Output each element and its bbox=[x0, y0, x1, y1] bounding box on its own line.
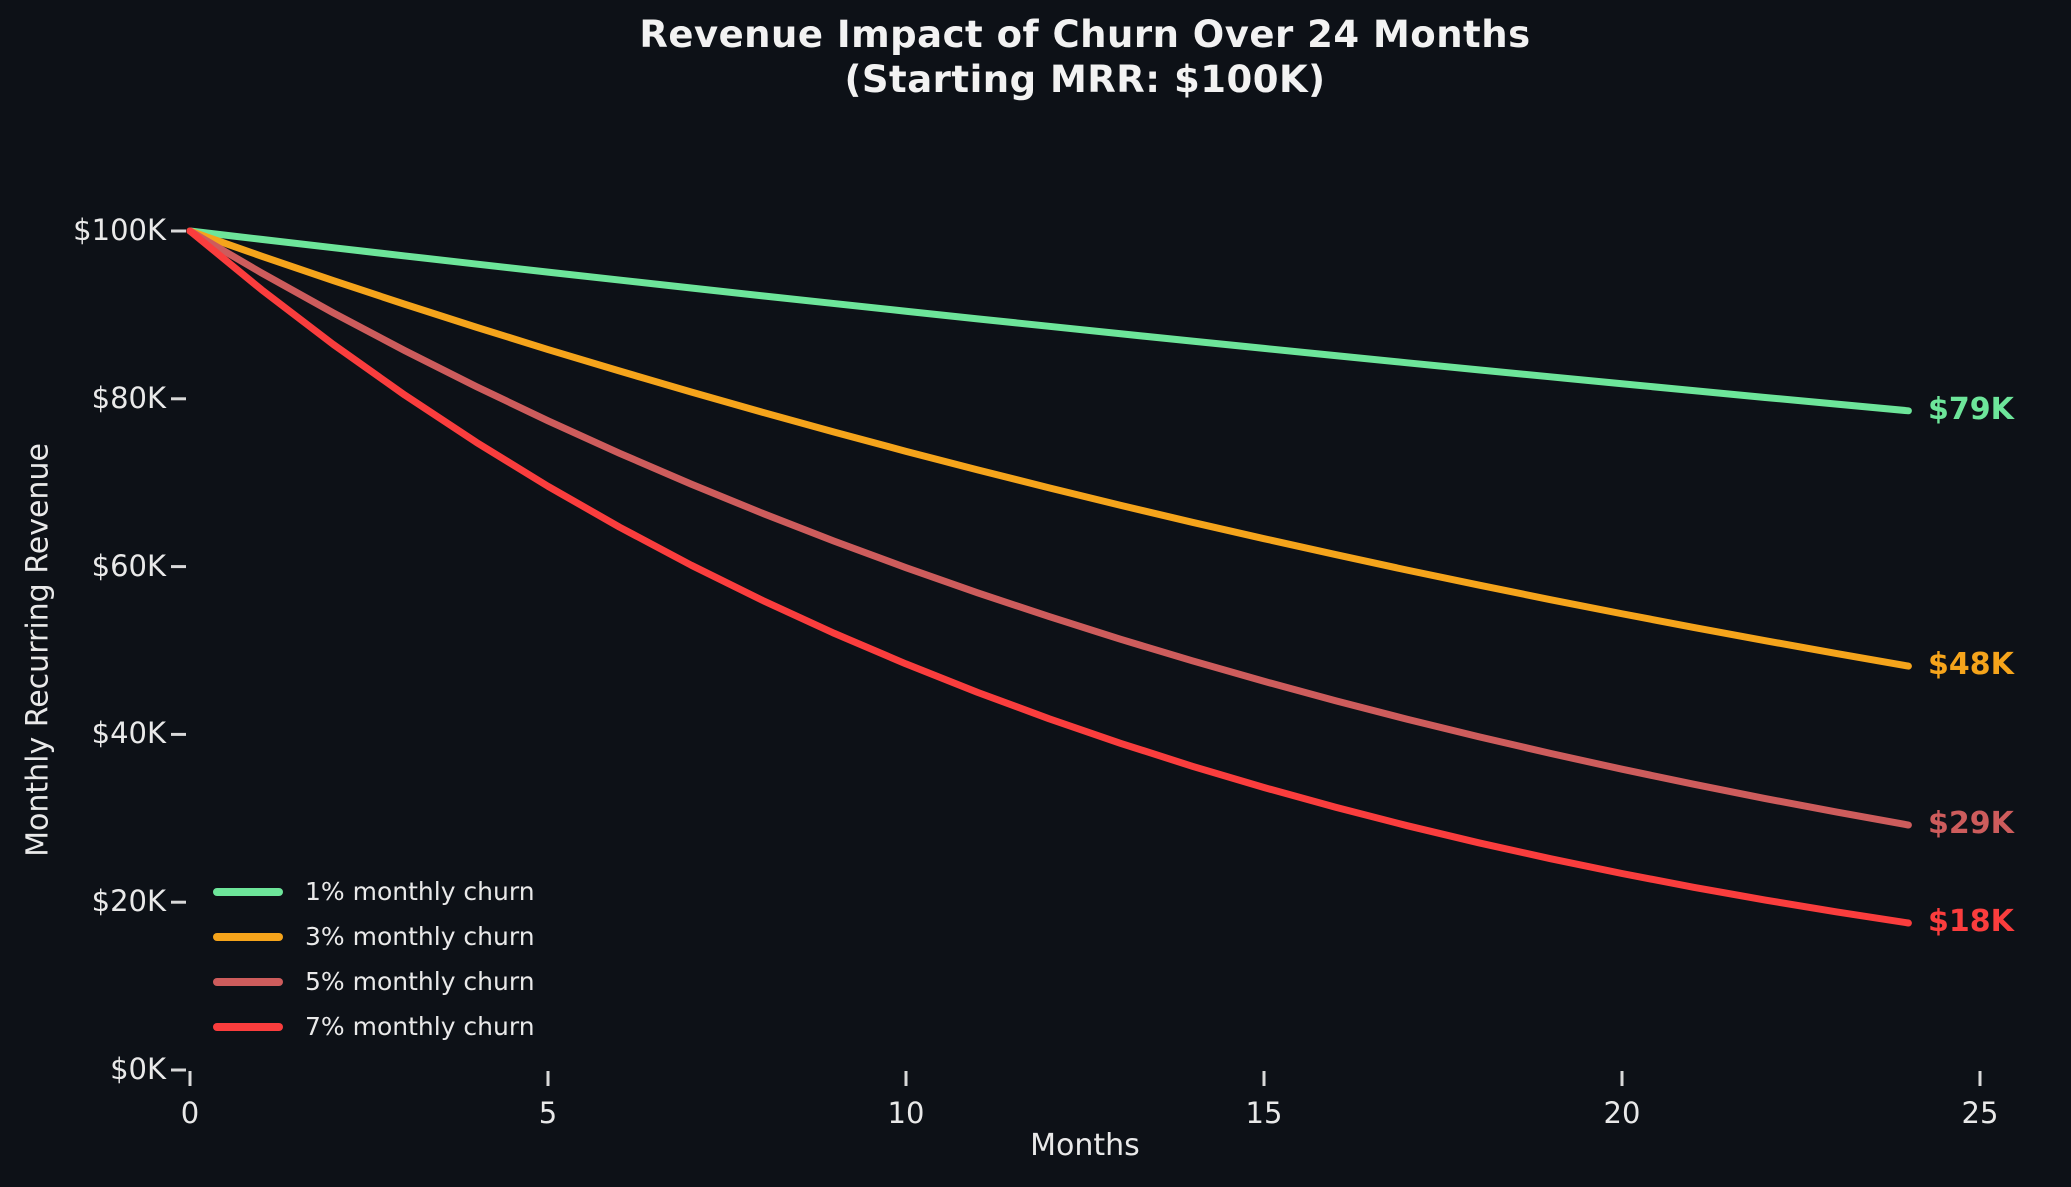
y-tick-label: $40K bbox=[91, 716, 166, 751]
chart-title-line1: Revenue Impact of Churn Over 24 Months bbox=[639, 13, 1531, 56]
legend-line-swatch bbox=[213, 1022, 283, 1031]
x-tick-label: 0 bbox=[180, 1096, 200, 1130]
x-tick-label: 5 bbox=[538, 1096, 558, 1130]
x-tick-label: 25 bbox=[1961, 1096, 1999, 1130]
legend-label: 1% monthly churn bbox=[305, 877, 535, 906]
end-value-label: $29K bbox=[1928, 806, 2014, 841]
y-tick-label: $60K bbox=[91, 548, 166, 583]
legend-label: 5% monthly churn bbox=[305, 967, 535, 996]
legend-label: 3% monthly churn bbox=[305, 922, 535, 951]
end-value-label: $79K bbox=[1928, 391, 2014, 427]
y-tick-label: $0K bbox=[110, 1052, 166, 1086]
chart-title: Revenue Impact of Churn Over 24 Months (… bbox=[190, 12, 1980, 102]
legend-line-swatch bbox=[213, 887, 283, 896]
x-tick-label: 20 bbox=[1603, 1096, 1641, 1130]
series-line-5pct bbox=[186, 227, 1912, 829]
x-tick-label: 10 bbox=[887, 1096, 925, 1130]
x-axis-label: Months bbox=[1030, 1128, 1140, 1163]
legend-item: 7% monthly churn bbox=[213, 1004, 535, 1049]
y-tick-label: $100K bbox=[73, 213, 166, 247]
chart-title-line2: (Starting MRR: $100K) bbox=[844, 58, 1326, 102]
legend-item: 5% monthly churn bbox=[213, 959, 535, 1004]
legend-label: 7% monthly churn bbox=[305, 1012, 535, 1041]
series-line-7pct bbox=[186, 227, 1912, 927]
y-tick-label: $20K bbox=[91, 884, 166, 919]
legend-item: 3% monthly churn bbox=[213, 914, 535, 959]
y-tick-label: $80K bbox=[91, 380, 166, 415]
legend-item: 1% monthly churn bbox=[213, 869, 535, 914]
series-line-3pct bbox=[186, 227, 1912, 670]
end-value-label: $48K bbox=[1928, 647, 2014, 683]
legend: 1% monthly churn 3% monthly churn 5% month… bbox=[213, 869, 535, 1049]
x-tick-label: 15 bbox=[1245, 1096, 1283, 1130]
legend-line-swatch bbox=[213, 977, 283, 986]
series-line-1pct bbox=[186, 227, 1912, 415]
end-value-label: $18K bbox=[1928, 904, 2014, 939]
legend-line-swatch bbox=[213, 932, 283, 941]
